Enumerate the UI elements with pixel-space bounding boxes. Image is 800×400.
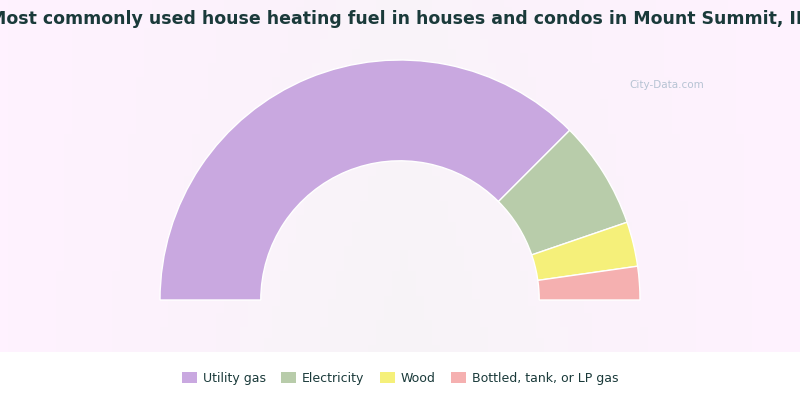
- Wedge shape: [538, 266, 640, 300]
- Legend: Utility gas, Electricity, Wood, Bottled, tank, or LP gas: Utility gas, Electricity, Wood, Bottled,…: [177, 367, 623, 390]
- Text: Most commonly used house heating fuel in houses and condos in Mount Summit, IN: Most commonly used house heating fuel in…: [0, 10, 800, 28]
- Wedge shape: [498, 130, 627, 255]
- Wedge shape: [532, 222, 638, 280]
- Wedge shape: [160, 60, 570, 300]
- Text: City-Data.com: City-Data.com: [630, 80, 704, 90]
